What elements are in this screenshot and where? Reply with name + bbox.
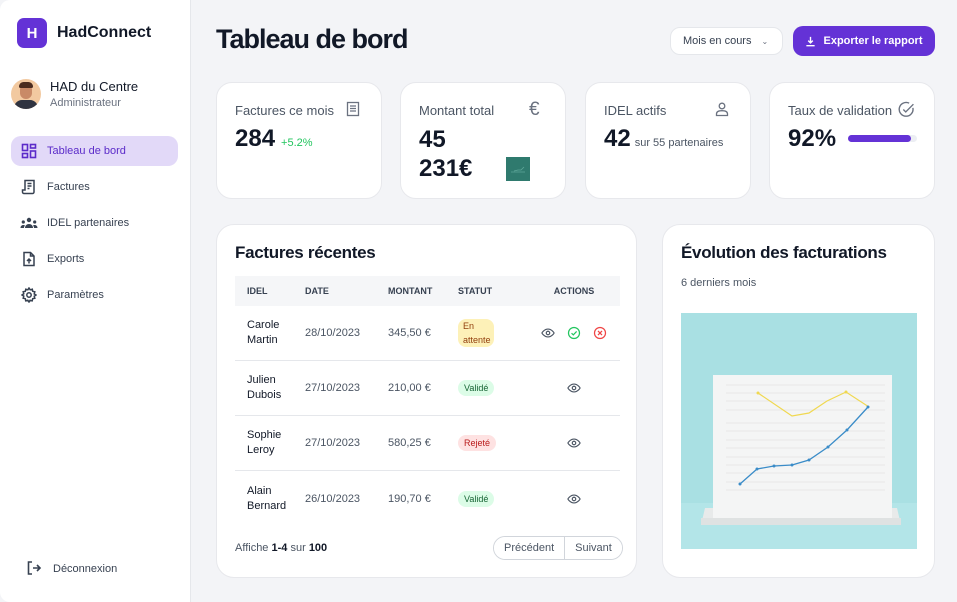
sidebar-nav: Tableau de bord Factures IDEL partenaire… xyxy=(11,136,178,316)
column-header[interactable]: IDEL xyxy=(247,286,268,296)
export-report-label: Exporter le rapport xyxy=(823,35,923,47)
billing-chart-image xyxy=(681,313,917,549)
progress-fill xyxy=(848,135,912,142)
sidebar-item-label: Factures xyxy=(47,181,90,193)
stat-card-invoices: Factures ce mois 284 +5.2% xyxy=(216,82,382,199)
idel-name: Julien Dubois xyxy=(247,374,282,401)
invoice-amount: 190,70 € xyxy=(388,492,431,505)
stat-value: 92% xyxy=(788,125,837,152)
stat-card-idel: IDEL actifs 42 sur 55 partenaires xyxy=(585,82,751,199)
view-icon[interactable] xyxy=(541,326,555,340)
stat-value: 284 +5.2% xyxy=(235,125,313,152)
chevron-down-icon: ⌄ xyxy=(761,36,769,46)
status-badge: Validé xyxy=(458,380,495,396)
logout-button[interactable]: Déconnexion xyxy=(26,560,117,578)
invoice-amount: 210,00 € xyxy=(388,382,431,394)
next-page-button[interactable]: Suivant xyxy=(564,537,622,559)
stat-value: 42 sur 55 partenaires xyxy=(604,125,724,152)
view-icon[interactable] xyxy=(567,492,581,506)
logout-label: Déconnexion xyxy=(53,563,118,575)
sidebar-item-label: Exports xyxy=(47,253,85,265)
sidebar-item-label: Paramètres xyxy=(47,289,104,301)
status-badge: En attente xyxy=(458,319,494,347)
brand-name: HadConnect xyxy=(57,24,152,41)
brand-logo: H xyxy=(17,18,47,48)
status-badge: Rejeté xyxy=(458,435,497,451)
invoice-date: 28/10/2023 xyxy=(305,327,361,339)
view-icon[interactable] xyxy=(567,381,581,395)
user-name: HAD du Centre xyxy=(50,79,139,94)
gear-icon xyxy=(20,286,38,304)
pagination-summary: Affiche 1-4 sur 100 xyxy=(235,542,328,554)
euro-icon: € xyxy=(529,99,540,120)
view-icon[interactable] xyxy=(567,436,581,450)
invoice-amount: 345,50 € xyxy=(388,327,431,339)
sidebar-item-partners[interactable]: IDEL partenaires xyxy=(11,208,178,238)
invoice-date: 27/10/2023 xyxy=(305,382,361,394)
table-row[interactable]: Alain Bernard 26/10/2023 190,70 € Validé xyxy=(235,471,620,526)
dashboard-icon xyxy=(20,142,38,160)
logout-icon xyxy=(26,560,44,578)
stat-label: Montant total xyxy=(419,103,495,118)
user-role: Administrateur xyxy=(50,97,121,109)
stat-label: Taux de validation xyxy=(788,103,893,118)
check-circle-icon xyxy=(898,101,916,119)
sidebar-item-dashboard[interactable]: Tableau de bord xyxy=(11,136,178,166)
column-header[interactable]: STATUT xyxy=(458,286,493,296)
card-subtitle: 6 derniers mois xyxy=(681,277,757,289)
sidebar-item-invoices[interactable]: Factures xyxy=(11,172,178,202)
stat-value: 45 231€ xyxy=(419,126,473,182)
sidebar-item-settings[interactable]: Paramètres xyxy=(11,280,178,310)
user-icon xyxy=(714,101,732,119)
stat-label: Factures ce mois xyxy=(235,103,334,118)
reject-icon[interactable] xyxy=(593,326,607,340)
users-icon xyxy=(20,214,38,232)
sidebar: H HadConnect HAD du Centre Administrateu… xyxy=(0,0,191,602)
period-select-value: Mois en cours xyxy=(683,35,752,47)
idel-name: Carole Martin xyxy=(247,319,280,346)
table-row[interactable]: Julien Dubois 27/10/2023 210,00 € Validé xyxy=(235,361,620,416)
sidebar-item-exports[interactable]: Exports xyxy=(11,244,178,274)
period-select[interactable]: Mois en cours ⌄ xyxy=(670,27,783,55)
recent-invoices-card: Factures récentes IDEL DATE MONTANT STAT… xyxy=(216,224,637,578)
table-row[interactable]: Sophie Leroy 27/10/2023 580,25 € Rejeté xyxy=(235,416,620,471)
column-header[interactable]: MONTANT xyxy=(388,286,433,296)
idel-name: Sophie Leroy xyxy=(247,429,282,456)
sidebar-item-label: IDEL partenaires xyxy=(47,217,130,229)
invoice-date: 26/10/2023 xyxy=(305,492,361,505)
stat-card-validation: Taux de validation 92% xyxy=(769,82,935,199)
mini-trend-chart xyxy=(506,157,530,181)
previous-page-button[interactable]: Précédent xyxy=(494,537,565,559)
avatar xyxy=(11,79,41,109)
approve-icon[interactable] xyxy=(567,326,581,340)
stat-label: IDEL actifs xyxy=(604,103,667,118)
stat-trend: +5.2% xyxy=(281,137,313,149)
stat-sub: sur 55 partenaires xyxy=(634,137,724,149)
stat-card-amount: Montant total € 45 231€ xyxy=(400,82,566,199)
invoice-amount: 580,25 € xyxy=(388,437,431,449)
invoice-icon xyxy=(20,178,38,196)
status-badge: Validé xyxy=(458,490,495,507)
page-title: Tableau de bord xyxy=(216,24,409,54)
table-row[interactable]: Carole Martin 28/10/2023 345,50 € En atte… xyxy=(235,306,620,361)
billing-evolution-card: Évolution des facturations 6 derniers mo… xyxy=(662,224,935,578)
download-icon xyxy=(806,36,816,46)
invoices-table: IDEL DATE MONTANT STATUT ACTIONS Carole M… xyxy=(235,276,620,526)
invoice-date: 27/10/2023 xyxy=(305,437,361,449)
sidebar-item-label: Tableau de bord xyxy=(47,145,126,157)
validation-progress-bar xyxy=(848,135,917,142)
card-title: Évolution des facturations xyxy=(681,243,887,262)
file-upload-icon xyxy=(20,250,38,268)
export-report-button[interactable]: Exporter le rapport xyxy=(793,26,935,56)
document-icon xyxy=(345,101,363,119)
column-header[interactable]: DATE xyxy=(305,286,329,296)
idel-name: Alain Bernard xyxy=(247,484,287,512)
pagination: Précédent Suivant xyxy=(493,536,623,560)
user-profile[interactable]: HAD du Centre Administrateur xyxy=(11,79,138,109)
column-header: ACTIONS xyxy=(553,286,595,296)
brand[interactable]: H HadConnect xyxy=(17,18,151,48)
table-header: IDEL DATE MONTANT STATUT ACTIONS xyxy=(235,276,620,306)
card-title: Factures récentes xyxy=(235,243,376,262)
